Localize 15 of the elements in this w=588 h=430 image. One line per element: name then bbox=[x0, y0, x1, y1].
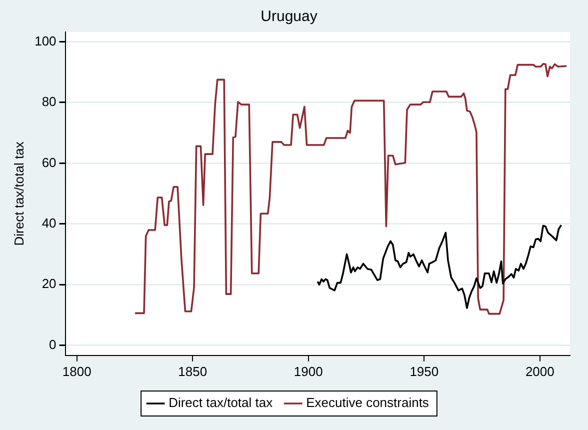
y-tick-label: 60 bbox=[42, 154, 56, 170]
x-tick-label: 1800 bbox=[62, 364, 92, 379]
y-tick-label: 80 bbox=[42, 94, 56, 110]
legend-label: Direct tax/total tax bbox=[168, 395, 274, 410]
y-tick-label: 0 bbox=[49, 336, 56, 352]
x-tick-label: 1950 bbox=[410, 364, 439, 379]
y-tick-label: 100 bbox=[34, 33, 56, 48]
x-tick-label: 1900 bbox=[294, 364, 323, 379]
chart-title: Uruguay bbox=[260, 8, 318, 26]
y-tick-label: 20 bbox=[42, 276, 56, 292]
x-tick-label: 1850 bbox=[178, 364, 208, 379]
legend-label: Executive constraints bbox=[306, 395, 430, 410]
x-tick-label: 2000 bbox=[525, 364, 554, 379]
y-axis-title: Direct tax/total tax bbox=[11, 141, 26, 246]
y-tick-label: 40 bbox=[42, 215, 56, 230]
